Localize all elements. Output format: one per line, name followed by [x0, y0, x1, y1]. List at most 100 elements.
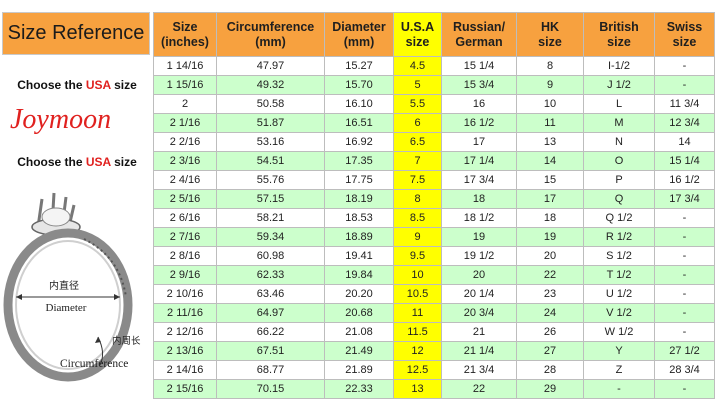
cell-hk-size: 17	[516, 189, 584, 209]
header-russian-german: Russian/German	[441, 12, 517, 57]
cell-size-inches: 2 12/16	[153, 322, 217, 342]
table-row: 2 8/16 60.98 19.41 9.5 19 1/2 20 S 1/2-	[153, 246, 715, 266]
cell-size-inches: 2 11/16	[153, 303, 217, 323]
table-body: 1 14/16 47.97 15.27 4.5 15 1/4 8 I-1/2-1 15/16…	[153, 56, 715, 399]
cell-british-size: Q 1/2	[583, 208, 655, 228]
table-row: 2 13/16 67.51 21.49 12 21 1/4 27 Y 27 1/2	[153, 341, 715, 361]
cell-swiss-size: 27 1/2	[654, 341, 715, 361]
cell-size-inches: 2 13/16	[153, 341, 217, 361]
size-reference-title: Size Reference	[7, 22, 145, 44]
cell-size-inches: 2 10/16	[153, 284, 217, 304]
cell-swiss-size: 17 3/4	[654, 189, 715, 209]
cell-swiss-size: -	[654, 56, 715, 76]
cell-british-size: M	[583, 113, 655, 133]
cell-usa-size: 5	[393, 75, 442, 95]
cell-british-size: J 1/2	[583, 75, 655, 95]
cell-diameter-mm: 21.08	[324, 322, 394, 342]
cell-usa-size: 12.5	[393, 360, 442, 380]
header-hk-size: HK size	[516, 12, 584, 57]
cell-hk-size: 14	[516, 151, 584, 171]
cell-size-inches: 2	[153, 94, 217, 114]
cell-usa-size: 7	[393, 151, 442, 171]
cell-swiss-size: 12 3/4	[654, 113, 715, 133]
cell-british-size: -	[583, 379, 655, 399]
header-swiss-size: Swiss size	[654, 12, 715, 57]
cell-circumference-mm: 51.87	[216, 113, 325, 133]
cell-swiss-size: -	[654, 75, 715, 95]
cell-russian-german: 21 1/4	[441, 341, 517, 361]
cell-circumference-mm: 59.34	[216, 227, 325, 247]
cell-diameter-mm: 20.20	[324, 284, 394, 304]
cell-circumference-mm: 55.76	[216, 170, 325, 190]
cell-swiss-size: 14	[654, 132, 715, 152]
cell-size-inches: 2 5/16	[153, 189, 217, 209]
cell-british-size: Q	[583, 189, 655, 209]
cell-russian-german: 22	[441, 379, 517, 399]
cell-circumference-mm: 64.97	[216, 303, 325, 323]
table-row: 2 50.58 16.10 5.5 16 10 L 11 3/4	[153, 94, 715, 114]
cell-british-size: T 1/2	[583, 265, 655, 285]
cell-hk-size: 20	[516, 246, 584, 266]
table-row: 1 15/16 49.32 15.70 5 15 3/4 9 J 1/2-	[153, 75, 715, 95]
cell-size-inches: 1 14/16	[153, 56, 217, 76]
cell-diameter-mm: 17.35	[324, 151, 394, 171]
cell-size-inches: 2 7/16	[153, 227, 217, 247]
cell-british-size: P	[583, 170, 655, 190]
cell-diameter-mm: 16.92	[324, 132, 394, 152]
cell-usa-size: 10.5	[393, 284, 442, 304]
table-row: 2 1/16 51.87 16.51 6 16 1/2 11 M 12 3/4	[153, 113, 715, 133]
table-row: 2 11/16 64.97 20.68 11 20 3/4 24 V 1/2-	[153, 303, 715, 323]
cell-diameter-mm: 16.51	[324, 113, 394, 133]
cell-russian-german: 19	[441, 227, 517, 247]
cell-british-size: V 1/2	[583, 303, 655, 323]
cell-russian-german: 18 1/2	[441, 208, 517, 228]
cell-diameter-mm: 19.84	[324, 265, 394, 285]
cell-size-inches: 2 9/16	[153, 265, 217, 285]
cell-hk-size: 29	[516, 379, 584, 399]
table-row: 2 12/16 66.22 21.08 11.5 21 26 W 1/2-	[153, 322, 715, 342]
table-row: 1 14/16 47.97 15.27 4.5 15 1/4 8 I-1/2-	[153, 56, 715, 76]
cell-diameter-mm: 15.27	[324, 56, 394, 76]
cell-hk-size: 18	[516, 208, 584, 228]
table-row: 2 6/16 58.21 18.53 8.5 18 1/2 18 Q 1/2-	[153, 208, 715, 228]
cell-russian-german: 15 1/4	[441, 56, 517, 76]
cell-british-size: O	[583, 151, 655, 171]
cell-diameter-mm: 18.19	[324, 189, 394, 209]
cell-swiss-size: 11 3/4	[654, 94, 715, 114]
cell-swiss-size: -	[654, 322, 715, 342]
cell-hk-size: 22	[516, 265, 584, 285]
ring-band	[3, 228, 133, 382]
cell-size-inches: 2 4/16	[153, 170, 217, 190]
cell-diameter-mm: 18.53	[324, 208, 394, 228]
cell-usa-size: 6.5	[393, 132, 442, 152]
cell-british-size: W 1/2	[583, 322, 655, 342]
cell-swiss-size: -	[654, 227, 715, 247]
cell-usa-size: 12	[393, 341, 442, 361]
cell-circumference-mm: 66.22	[216, 322, 325, 342]
cell-british-size: R 1/2	[583, 227, 655, 247]
ring-diagram: 内直径 Diameter 内周长 Circumference	[3, 192, 141, 382]
cell-russian-german: 17 3/4	[441, 170, 517, 190]
cell-british-size: L	[583, 94, 655, 114]
cell-circumference-mm: 70.15	[216, 379, 325, 399]
cell-size-inches: 1 15/16	[153, 75, 217, 95]
cell-british-size: I-1/2	[583, 56, 655, 76]
cell-usa-size: 4.5	[393, 56, 442, 76]
cell-swiss-size: 15 1/4	[654, 151, 715, 171]
cell-hk-size: 24	[516, 303, 584, 323]
cell-usa-size: 9	[393, 227, 442, 247]
cell-russian-german: 19 1/2	[441, 246, 517, 266]
cell-hk-size: 26	[516, 322, 584, 342]
table-row: 2 10/16 63.46 20.20 10.5 20 1/4 23 U 1/2-	[153, 284, 715, 304]
cell-usa-size: 8.5	[393, 208, 442, 228]
cell-usa-size: 6	[393, 113, 442, 133]
cell-size-inches: 2 3/16	[153, 151, 217, 171]
cell-swiss-size: -	[654, 265, 715, 285]
table-row: 2 2/16 53.16 16.92 6.5 17 13 N 14	[153, 132, 715, 152]
cell-usa-size: 11	[393, 303, 442, 323]
cell-diameter-mm: 22.33	[324, 379, 394, 399]
cell-russian-german: 17 1/4	[441, 151, 517, 171]
cell-swiss-size: 16 1/2	[654, 170, 715, 190]
cell-circumference-mm: 67.51	[216, 341, 325, 361]
